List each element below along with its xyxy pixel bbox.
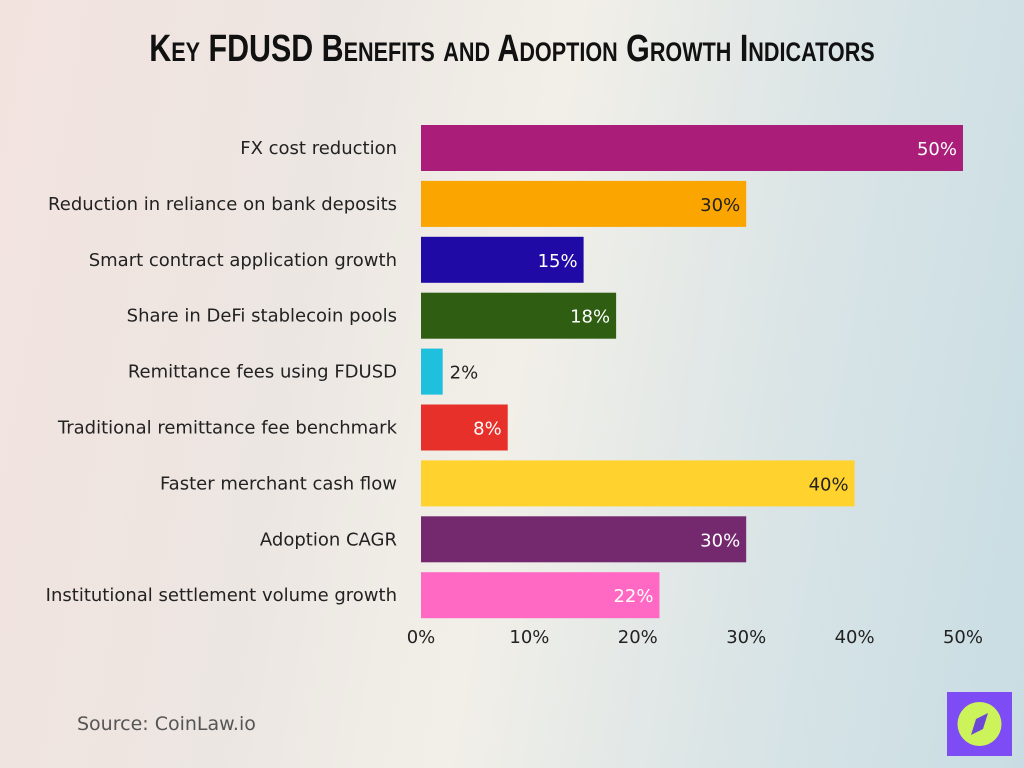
data-label: 2% (450, 363, 479, 384)
category-label: Remittance fees using FDUSD (128, 362, 397, 383)
category-label: Share in DeFi stablecoin pools (127, 306, 397, 327)
bar (421, 180, 747, 227)
chart-title: Key FDUSD Benefits and Adoption Growth I… (149, 28, 875, 70)
x-tick-label: 20% (618, 627, 658, 648)
bar (421, 348, 443, 395)
x-tick-label: 40% (835, 627, 875, 648)
data-label: 40% (809, 474, 849, 495)
x-tick-label: 0% (407, 627, 436, 648)
bar (421, 404, 508, 451)
x-tick-label: 10% (509, 627, 549, 648)
data-label: 15% (538, 251, 578, 272)
data-label: 18% (570, 307, 610, 328)
category-label: Traditional remittance fee benchmark (57, 418, 398, 439)
compass-logo-icon (947, 692, 1012, 756)
x-tick-label: 50% (943, 627, 983, 648)
bar (421, 125, 963, 171)
data-label: 30% (700, 195, 740, 216)
data-label: 30% (700, 530, 740, 551)
data-label: 50% (917, 139, 957, 160)
data-label: 8% (473, 419, 502, 440)
source-label: Source: CoinLaw.io (77, 713, 256, 735)
bar (421, 292, 617, 339)
bar (421, 572, 660, 619)
bar (421, 516, 747, 563)
category-label: Smart contract application growth (89, 250, 397, 271)
category-label: Faster merchant cash flow (160, 473, 397, 494)
x-tick-label: 30% (726, 627, 766, 648)
category-label: FX cost reduction (240, 138, 397, 159)
bar (421, 460, 855, 507)
bar (421, 236, 584, 283)
data-label: 22% (613, 586, 653, 607)
category-label: Adoption CAGR (260, 529, 397, 550)
category-label: Institutional settlement volume growth (46, 585, 397, 606)
category-label: Reduction in reliance on bank deposits (48, 194, 397, 215)
